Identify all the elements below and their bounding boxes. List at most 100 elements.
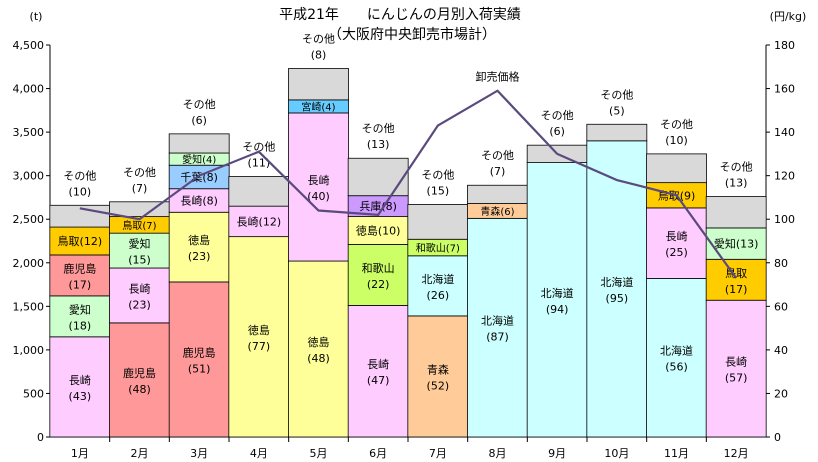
month-bar: 青森 (52) 北海道 (26) 和歌山(7) その他 (15) [407, 168, 469, 438]
x-tick-label: 2月 [131, 447, 149, 460]
segment-value-label: (47) [367, 374, 390, 387]
right-tick-label: 40 [774, 344, 788, 357]
x-tick-label: 9月 [548, 447, 566, 460]
segment-value-label: (52) [427, 379, 450, 392]
bar-segment [49, 254, 111, 297]
segment-name-label: その他 [183, 98, 216, 111]
segment-name-label: 徳島 [248, 323, 270, 337]
left-tick-label: 3,000 [13, 170, 45, 183]
segment-name-label: その他 [720, 161, 753, 174]
segment-name-label: 鹿児島 [63, 261, 96, 275]
left-tick-label: 2,500 [13, 213, 45, 226]
left-tick-label: 500 [23, 387, 44, 400]
month-bar: 北海道 (87) 青森(6) その他 (7) [467, 149, 528, 438]
month-bar: 長崎(57)鳥取(17)愛知(13)その他(13) [705, 161, 767, 438]
left-tick-label: 0 [37, 431, 44, 444]
bar-segment [586, 123, 648, 142]
segment-value-label: (87) [486, 331, 509, 344]
segment-value-label: (26) [427, 289, 450, 302]
x-tick-label: 8月 [489, 447, 507, 460]
right-tick-label: 20 [774, 387, 788, 400]
segment-label: 鳥取(12) [58, 234, 103, 248]
segment-label: 宮崎(4) [301, 100, 335, 113]
segment-value-label: (10) [665, 134, 688, 147]
segment-label: 長崎(8) [180, 193, 218, 207]
month-bar: 北海道(56)長崎(25)鳥取(9)その他(10) [646, 118, 707, 438]
segment-name-label: 徳島 [188, 233, 210, 247]
x-tick-label: 7月 [429, 447, 447, 460]
left-axis-unit: (t) [30, 10, 43, 23]
segment-name-label: その他 [660, 118, 693, 131]
segment-value-label: (6) [191, 114, 207, 127]
segment-value-label: (43) [69, 390, 92, 403]
segment-value-label: (17) [69, 278, 92, 291]
month-bar: 長崎 (43) 愛知 (18) 鹿児島 (17) 鳥取(12) その他 (10) [49, 169, 111, 438]
segment-value-label: (17) [725, 283, 748, 296]
right-tick-label: 0 [774, 431, 781, 444]
month-bar: 長崎 (47) 和歌山 (22) 徳島(10) 兵庫(8) その他 (13) [347, 122, 409, 438]
segment-value-label: (13) [367, 138, 390, 151]
stacked-bars: 長崎 (43) 愛知 (18) 鹿児島 (17) 鳥取(12) その他 (10) 鹿児島 (48) 長… [49, 33, 767, 438]
segment-value-label: (13) [725, 177, 748, 190]
segment-value-label: (94) [546, 303, 569, 316]
month-bar: 北海道 (94) その他 (6) [526, 109, 588, 438]
segment-value-label: (23) [128, 298, 151, 311]
segment-name-label: その他 [302, 33, 335, 46]
bar-segment [228, 176, 290, 207]
segment-label: 長崎(12) [237, 214, 282, 228]
bar-segment [109, 267, 170, 324]
segment-label: 愛知(4) [182, 153, 216, 166]
right-tick-label: 160 [774, 83, 795, 96]
segment-name-label: 北海道 [421, 272, 454, 286]
segment-name-label: 愛知 [129, 237, 151, 251]
segment-label: 青森(6) [480, 205, 514, 218]
axes: 0 500 1,000 1,500 2,000 2,500 3,000 3,500 4,000 4… [13, 39, 796, 460]
month-bar: 鹿児島(51)徳島(23)長崎(8)千葉(8)愛知(4)その他(6) [168, 98, 230, 438]
month-bar: 鹿児島 (48) 長崎 (23) 愛知 (15) 鳥取(7) その他 (7) [109, 166, 170, 438]
x-tick-label: 12月 [724, 447, 749, 460]
segment-name-label: 和歌山 [362, 261, 395, 275]
segment-value-label: (56) [665, 361, 688, 374]
segment-value-label: (7) [490, 165, 506, 178]
month-bar: 徳島 (48) 長崎 (40) 宮崎(4) その他 (8) [288, 33, 349, 438]
segment-name-label: 北海道 [600, 275, 633, 289]
right-tick-label: 180 [774, 39, 795, 52]
segment-name-label: 長崎 [308, 173, 330, 187]
month-bar: 徳島 (77) 長崎(12) その他 (11) [228, 141, 290, 438]
segment-name-label: 長崎 [129, 281, 151, 295]
segment-value-label: (8) [311, 49, 327, 62]
bar-segment [288, 112, 349, 262]
segment-value-label: (40) [307, 190, 330, 203]
bar-segment [705, 299, 767, 438]
segment-name-label: 長崎 [69, 373, 91, 387]
bar-segment [705, 258, 767, 301]
bar-segment [586, 140, 648, 438]
bar-segment [646, 182, 707, 209]
price-series-label: 卸売価格 [476, 70, 520, 84]
segment-value-label: (7) [132, 182, 148, 195]
price-line [79, 89, 738, 279]
price-series: 卸売価格 [79, 70, 738, 279]
segment-label: 和歌山(7) [416, 242, 460, 255]
x-tick-label: 11月 [664, 447, 689, 460]
bar-segment [705, 196, 767, 229]
bar-segment [228, 205, 290, 238]
right-tick-label: 60 [774, 300, 788, 313]
segment-value-label: (15) [128, 254, 151, 267]
segment-name-label: 愛知 [69, 302, 91, 316]
segment-name-label: その他 [362, 122, 395, 135]
left-tick-label: 2,000 [13, 257, 45, 270]
bar-segment [646, 153, 707, 184]
bar-segment [407, 204, 469, 240]
segment-value-label: (23) [188, 250, 211, 263]
segment-value-label: (25) [665, 246, 688, 259]
segment-name-label: その他 [541, 109, 574, 122]
segment-value-label: (22) [367, 278, 390, 291]
segment-value-label: (15) [427, 184, 450, 197]
segment-value-label: (11) [248, 157, 271, 170]
left-tick-label: 4,500 [13, 39, 45, 52]
x-tick-label: 3月 [190, 447, 208, 460]
segment-name-label: 長崎 [367, 357, 389, 371]
right-tick-label: 100 [774, 213, 795, 226]
